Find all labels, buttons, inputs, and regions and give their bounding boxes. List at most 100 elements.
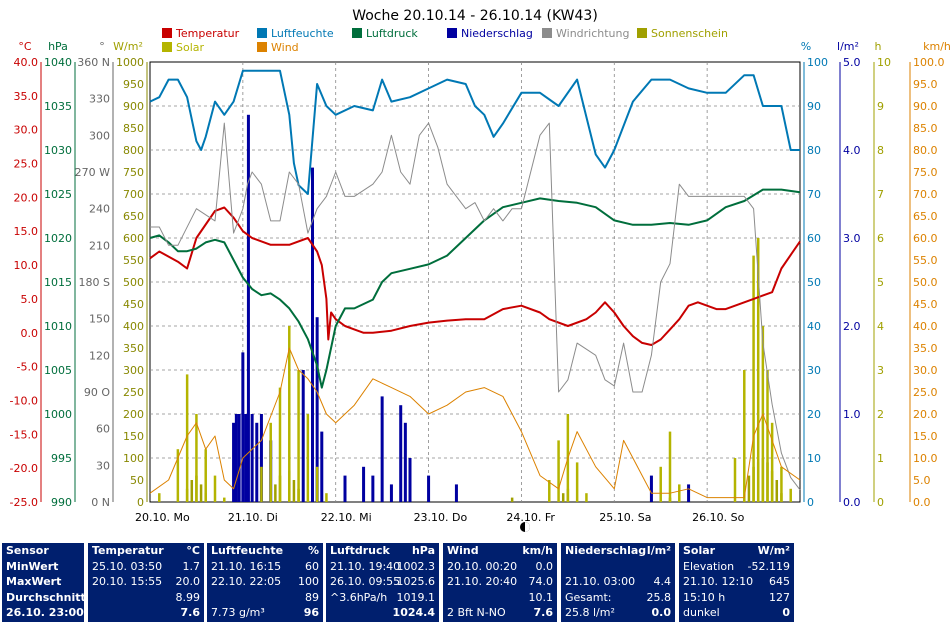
axis-units: °C hPa ° W/m²% l/m² h km/h — [18, 40, 950, 53]
bar-niederschlag-4 — [244, 414, 248, 502]
tick-hum-9: 10 — [807, 452, 821, 465]
legend-label-1: Luftfeuchte — [271, 27, 334, 40]
legend-label-7: Wind — [271, 41, 299, 54]
stats-rain: Niederschlag l/m² 21.10. 03:00 4.4 Gesamt:… — [561, 543, 675, 622]
temp-max-value: 20.0 — [175, 575, 201, 589]
tick-sun-4: 6 — [877, 232, 884, 245]
tick-sun-9: 1 — [877, 452, 884, 465]
tick-wind-3: 85.0 — [913, 122, 938, 135]
tick-solar-8: 600 — [123, 232, 144, 245]
bar-sonnenschein-14 — [747, 475, 751, 502]
wind-unit: km/h — [522, 544, 553, 557]
bar-solar-22 — [678, 484, 681, 502]
press-current-value: 1024.4 — [392, 606, 435, 620]
bar-niederschlag-5 — [246, 114, 250, 503]
tick-rain-3: 2.0 — [843, 320, 861, 333]
tick-temp-12: -20.0 — [10, 462, 38, 475]
solar-max-time: 21.10. 12:10 — [683, 575, 754, 589]
wind-min-time: 20.10. 00:20 — [447, 559, 518, 573]
press-min-value: 1002.3 — [396, 559, 436, 573]
solar-state: dunkel — [683, 606, 720, 620]
bar-solar-18 — [575, 462, 579, 502]
x-label-3: 23.10. Do — [414, 511, 468, 524]
bar-solar-31 — [789, 488, 792, 502]
tick-temp-11: -15.0 — [10, 428, 38, 441]
tick-wdir-5: 210 — [89, 239, 110, 252]
tick-press-3: 1025 — [44, 188, 72, 201]
tick-hum-10: 0 — [807, 496, 814, 509]
unit-wm2: W/m² — [113, 40, 143, 53]
tick-solar-1: 950 — [123, 78, 144, 91]
current-time-marker-half — [525, 522, 530, 532]
tick-press-6: 1010 — [44, 320, 72, 333]
tick-wind-15: 25.0 — [913, 386, 938, 399]
bar-solar-24 — [743, 370, 746, 502]
tick-press-10: 990 — [51, 496, 72, 509]
unit-wind: km/h — [923, 40, 950, 53]
tick-wdir-4: 240 — [89, 203, 110, 216]
wind-current-value: 7.6 — [533, 606, 554, 620]
tick-hum-6: 40 — [807, 320, 821, 333]
bar-niederschlag-2 — [237, 414, 241, 502]
tick-temp-6: 10.0 — [14, 259, 39, 272]
bar-solar-11 — [297, 370, 300, 502]
unit-deg: ° — [99, 40, 105, 53]
legend-label-3: Niederschlag — [461, 27, 533, 40]
tick-press-4: 1020 — [44, 232, 72, 245]
x-label-4: 24.10. Fr — [506, 511, 555, 524]
legend-swatch-1 — [257, 28, 267, 38]
tick-press-5: 1015 — [44, 276, 72, 289]
tick-wdir-1: 330 — [89, 93, 110, 106]
tick-sun-5: 5 — [877, 276, 884, 289]
bar-solar-7 — [260, 466, 263, 502]
tick-solar-14: 300 — [123, 364, 144, 377]
hum-absolute: 7.73 g/m³ — [211, 606, 265, 620]
tick-wdir-9: 90 O — [84, 386, 110, 399]
tick-wdir-8: 120 — [89, 349, 110, 362]
hum-header: Luftfeuchte — [211, 544, 284, 557]
tick-sun-1: 9 — [877, 100, 884, 113]
legend-swatch-2 — [352, 28, 362, 38]
tick-wind-11: 45.0 — [913, 298, 938, 311]
tick-temp-1: 35.0 — [14, 90, 39, 103]
bar-sonnenschein-5 — [274, 484, 277, 502]
legend-label-6: Solar — [176, 41, 205, 54]
tick-temp-3: 25.0 — [14, 158, 39, 171]
tick-solar-3: 850 — [123, 122, 144, 135]
rain-max-value: 4.4 — [653, 575, 672, 589]
tick-wind-16: 20.0 — [913, 408, 938, 421]
bar-sonnenschein-10 — [510, 497, 514, 502]
hum-unit: % — [307, 544, 319, 557]
bar-solar-29 — [770, 422, 774, 502]
wind-max-value: 74.0 — [528, 575, 554, 589]
tick-sun-0: 10 — [877, 56, 891, 69]
bar-sonnenschein-1 — [190, 480, 194, 502]
tick-wind-20: 0.0 — [913, 496, 931, 509]
temp-header: Temperatur — [92, 544, 164, 557]
tick-hum-3: 70 — [807, 188, 821, 201]
tick-solar-16: 200 — [123, 408, 144, 421]
bar-niederschlag-7 — [255, 422, 259, 502]
tick-temp-4: 20.0 — [14, 191, 39, 204]
bar-niederschlag-19 — [399, 405, 403, 502]
tick-wind-12: 40.0 — [913, 320, 938, 333]
tick-hum-7: 30 — [807, 364, 821, 377]
tick-wind-10: 50.0 — [913, 276, 938, 289]
bar-solar-21 — [668, 431, 672, 502]
solar-current-value: 0 — [782, 606, 790, 620]
tick-solar-7: 650 — [123, 210, 144, 223]
tick-temp-2: 30.0 — [14, 124, 39, 137]
tick-solar-2: 900 — [123, 100, 144, 113]
stats-solar: Solar W/m² Elevation -52.119 21.10. 12:10 6… — [679, 543, 794, 622]
press-max-value: 1025.6 — [396, 575, 436, 589]
unit-press: hPa — [48, 40, 68, 53]
bar-niederschlag-25 — [687, 484, 691, 502]
tick-hum-4: 60 — [807, 232, 821, 245]
tick-temp-5: 15.0 — [14, 225, 39, 238]
bar-solar-2 — [185, 374, 189, 502]
press-min-time: 21.10. 19:40 — [330, 559, 401, 573]
tick-rain-0: 5.0 — [843, 56, 861, 69]
x-axis-labels: 20.10. Mo 21.10. Di 22.10. Mi 23.10. Do 24.1… — [135, 511, 745, 524]
stats-wind: Wind km/h 20.10. 00:20 0.0 21.10. 20:40 74.… — [443, 543, 557, 622]
grid — [149, 61, 801, 503]
